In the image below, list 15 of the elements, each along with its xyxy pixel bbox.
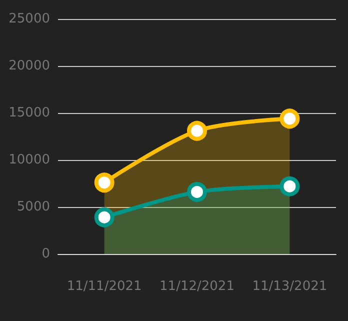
x-tick-label: 11/13/2021: [252, 279, 328, 294]
point: [280, 176, 300, 196]
x-tick-label: 11/11/2021: [66, 279, 142, 294]
y-tick-label: 5000: [16, 200, 50, 214]
y-tick-label: 15000: [8, 106, 50, 120]
y-tick-label: 25000: [8, 12, 50, 26]
y-tick-label: 10000: [8, 152, 50, 168]
y-tick-label: 20000: [8, 58, 50, 74]
point: [187, 182, 207, 202]
point: [94, 207, 114, 228]
point: [187, 120, 207, 141]
y-tick-label: 0: [42, 246, 50, 262]
x-tick-label: 11/12/2021: [160, 279, 234, 294]
point: [94, 172, 114, 193]
point: [280, 108, 300, 129]
